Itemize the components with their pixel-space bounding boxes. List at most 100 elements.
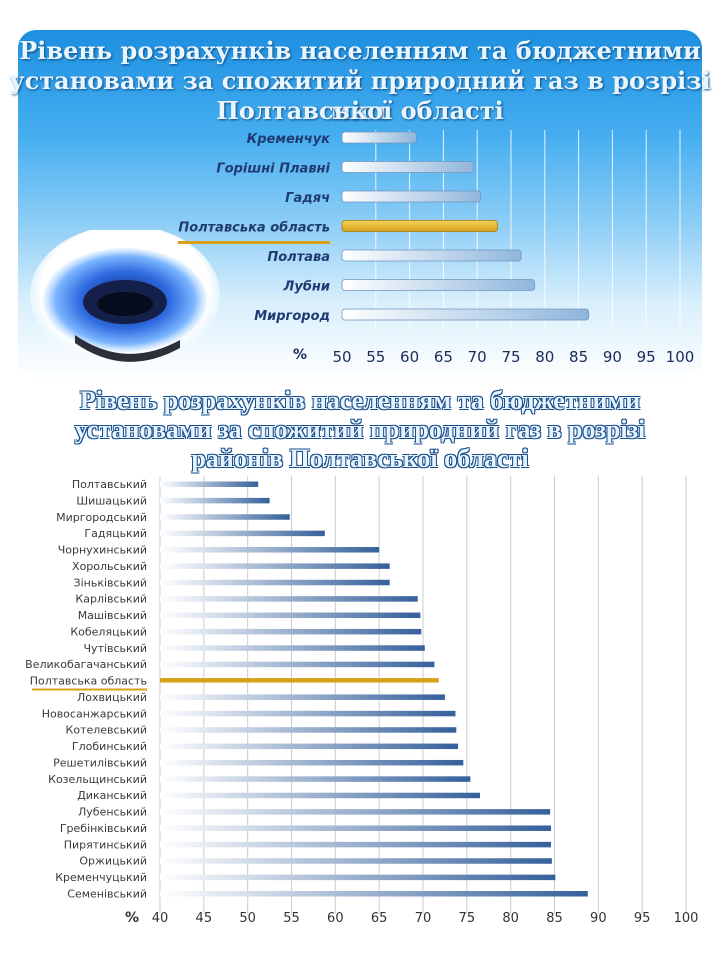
bar (160, 579, 390, 586)
bar (160, 497, 270, 504)
x-tick-label: 100 (666, 348, 695, 366)
bar (341, 131, 417, 144)
category-label: Полтавська область (30, 675, 147, 688)
bar (160, 858, 552, 864)
bar (341, 220, 498, 232)
bar (160, 776, 471, 782)
x-tick-label: 55 (366, 348, 385, 366)
bar (160, 710, 456, 717)
x-tick-label: 100 (674, 911, 699, 926)
category-label: Хорольський (72, 560, 147, 573)
category-label: Лохвицький (77, 691, 147, 704)
category-label: Полтава (267, 250, 330, 265)
category-label: Семенівський (67, 888, 147, 901)
category-label: Великобагачанський (25, 658, 147, 671)
category-label: Чорнухинський (58, 544, 147, 557)
category-label: Решетилівський (53, 756, 147, 769)
x-tick-label: 55 (283, 911, 300, 926)
bar (160, 612, 421, 619)
bar (160, 661, 435, 668)
bar (341, 249, 522, 262)
category-label: Котелевський (66, 724, 147, 737)
bar (160, 825, 551, 831)
x-tick-label: 45 (196, 911, 213, 926)
category-label: Полтавська область (178, 221, 330, 236)
bar (160, 481, 259, 487)
x-tick-label: 90 (590, 911, 607, 926)
bar (160, 874, 556, 881)
x-tick-label: 50 (239, 911, 256, 926)
x-tick-label: 80 (535, 348, 554, 366)
cities-title-line-3: Полтавської області (216, 96, 504, 125)
x-tick-label: 65 (434, 348, 453, 366)
x-axis-label: % (125, 910, 139, 926)
x-axis-label: % (293, 347, 307, 363)
category-label: Лубни (283, 280, 330, 295)
bar (341, 279, 536, 291)
category-label: Чутівський (84, 642, 147, 655)
districts-title-line-3: районів Полтавської області (191, 444, 529, 473)
category-label: Гребінківський (60, 822, 147, 835)
category-label: Оржицький (79, 855, 147, 868)
category-label: Миргородський (56, 511, 147, 524)
cities-chart: 50 55 60 65 70 75 80 85 90 95 100% Кременчук Горішні… (178, 130, 695, 366)
category-label: Шишацький (76, 494, 147, 507)
category-label: Новосанжарський (42, 707, 147, 720)
bar (160, 530, 325, 537)
cities-title-line-1: Рівень розрахунків населенням та бюджетн… (19, 36, 701, 65)
category-label: Козельщинський (48, 773, 147, 786)
cities-title-line-2: установами за спожитий природний газ в р… (9, 66, 711, 125)
x-tick-label: 60 (400, 348, 419, 366)
x-tick-label: 70 (415, 911, 432, 926)
category-label: Машівський (78, 609, 147, 622)
bar (160, 678, 439, 683)
bar (160, 743, 459, 750)
category-label: Гадяцький (84, 527, 147, 540)
x-tick-label: 50 (332, 348, 351, 366)
x-tick-label: 40 (152, 911, 169, 926)
x-tick-label: 70 (468, 348, 487, 366)
bar (341, 161, 475, 173)
x-tick-label: 60 (327, 911, 344, 926)
bar (160, 563, 390, 569)
bar (160, 628, 422, 635)
bar (160, 841, 551, 848)
category-label: Горішні Плавні (216, 162, 330, 177)
x-tick-label: 75 (459, 911, 476, 926)
x-tick-label: 85 (569, 348, 588, 366)
category-label: Кременчуцький (55, 871, 147, 884)
bar (160, 514, 290, 520)
districts-title-line-1: Рівень розрахунків населенням та бюджетн… (79, 386, 641, 415)
bar (160, 759, 464, 766)
gas-burner-icon (30, 230, 220, 365)
category-label: Зіньківський (74, 576, 147, 589)
bar (160, 809, 551, 815)
districts-title-line-2: установами за спожитий природний газ в р… (74, 415, 646, 444)
category-label: Кобеляцький (70, 625, 147, 638)
bar (160, 596, 418, 602)
bar (160, 547, 380, 553)
category-label: Карлівський (75, 593, 147, 606)
category-label: Полтавський (72, 478, 147, 491)
category-label: Глобинський (72, 740, 147, 753)
category-label: Лубенський (78, 806, 147, 819)
bar (341, 308, 590, 321)
category-label: Пирятинський (64, 838, 147, 851)
bar (341, 190, 481, 203)
x-tick-label: 90 (603, 348, 622, 366)
bar (160, 694, 445, 700)
x-tick-label: 75 (501, 348, 520, 366)
x-tick-label: 85 (546, 911, 563, 926)
x-tick-label: 95 (637, 348, 656, 366)
category-label: Гадяч (285, 191, 330, 206)
category-label: Диканський (77, 789, 147, 802)
x-tick-label: 65 (371, 911, 388, 926)
x-tick-label: 80 (502, 911, 519, 926)
bar (160, 645, 425, 651)
category-label: Кременчук (247, 132, 332, 147)
category-label: Миргород (254, 309, 330, 324)
bar (160, 727, 457, 733)
bar (160, 891, 588, 897)
x-tick-label: 95 (634, 911, 651, 926)
